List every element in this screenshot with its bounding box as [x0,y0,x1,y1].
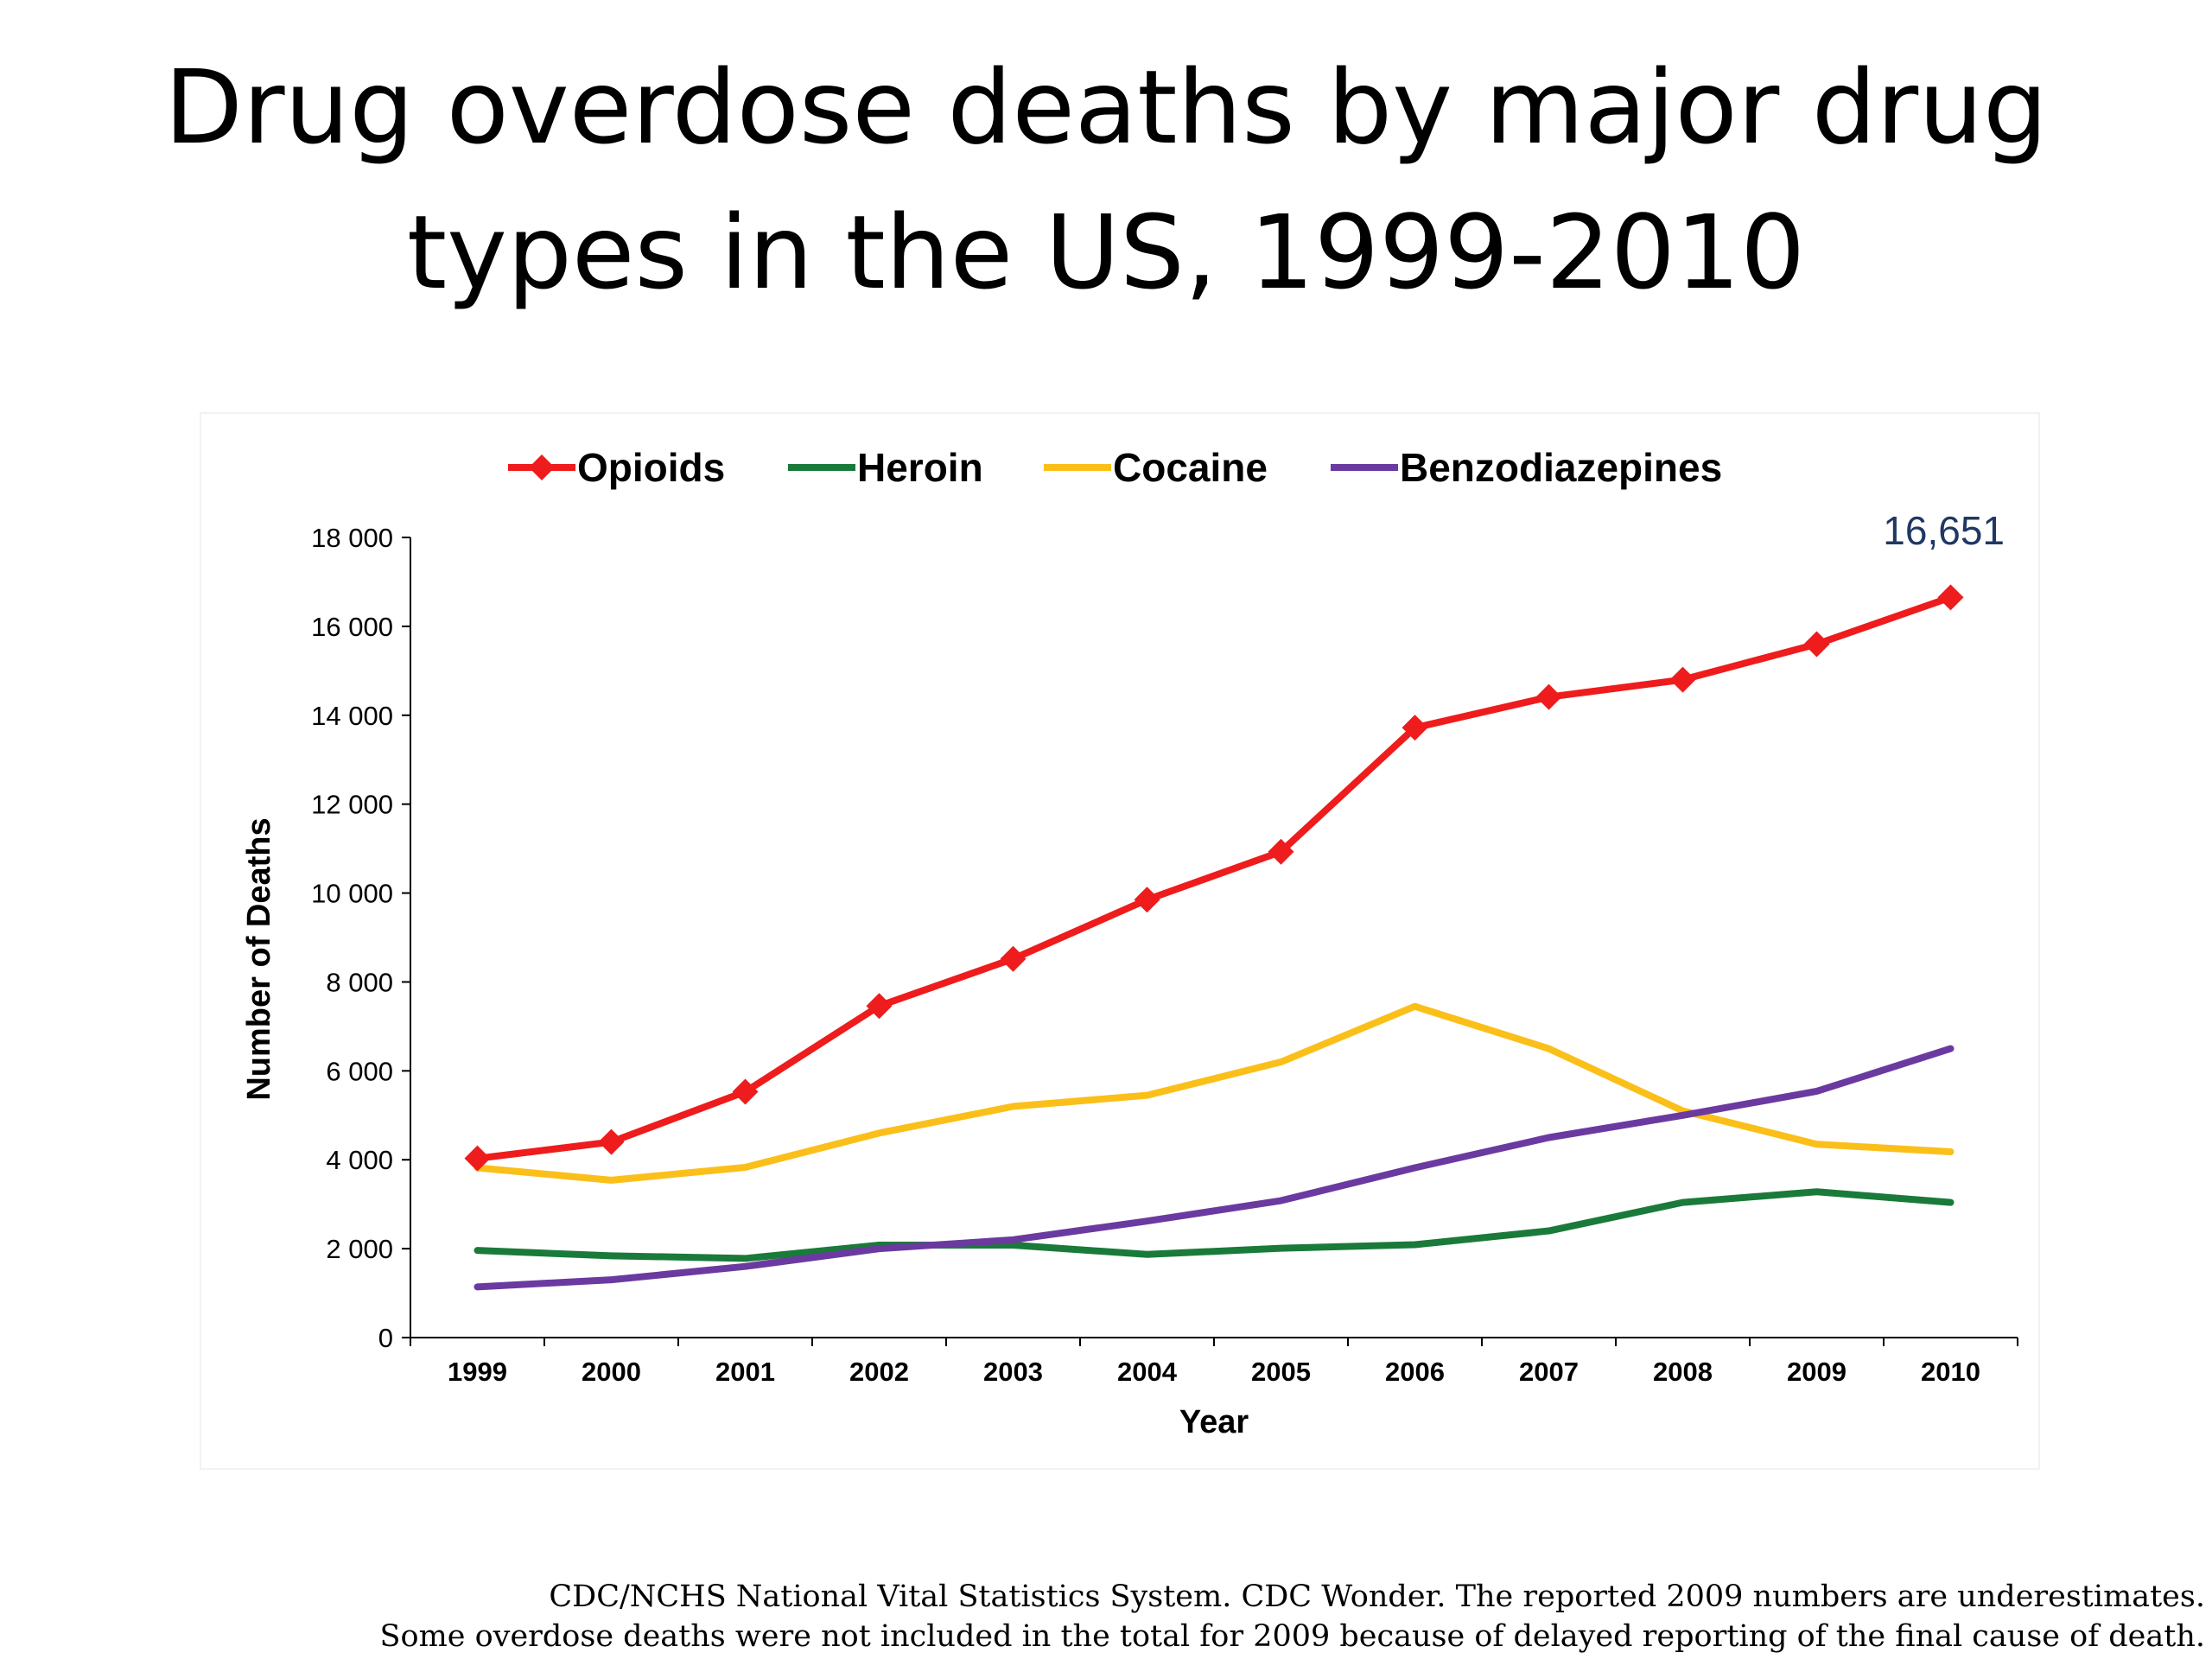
source-note-line-2: Some overdose deaths were not included i… [379,1619,2205,1654]
data-point-opioids [1937,584,1964,611]
series-line-opioids [474,594,1955,1162]
y-tick-label: 4 000 [326,1145,393,1175]
y-tick-label: 6 000 [326,1056,393,1086]
x-tick-label: 2004 [1117,1357,1178,1387]
y-tick-label: 12 000 [311,790,393,820]
x-tick-label: 2008 [1653,1357,1713,1387]
data-point-opioids [464,1145,491,1172]
y-tick-label: 14 000 [311,701,393,731]
x-axis: 1999 2000 2001 2002 2003 2004 2005 2006 2007 2008… [410,1337,2018,1440]
data-point-opioids [1803,631,1830,658]
chart-area-background [200,412,2040,1470]
x-tick-label: 1999 [448,1357,507,1387]
slide-title-line-2: types in the US, 1999-2010 [406,193,1806,312]
data-point-opioids [1268,838,1294,865]
legend-label-opioids: Opioids [577,445,725,490]
y-tick-label: 0 [378,1323,393,1353]
x-tick-label: 2007 [1519,1357,1579,1387]
x-tick-label: 2006 [1385,1357,1445,1387]
data-point-opioids [1134,887,1160,913]
legend-label-cocaine: Cocaine [1113,445,1268,490]
y-tick-label: 16 000 [311,612,393,642]
legend-label-heroin: Heroin [857,445,983,490]
data-point-opioids [1535,683,1562,710]
source-note-line-1: CDC/NCHS National Vital Statistics Syste… [549,1580,2205,1614]
data-point-opioids [732,1078,759,1105]
y-tick-label: 8 000 [326,967,393,997]
series-lines [464,584,1964,1291]
series-line-benzodiazepines [474,1045,1955,1291]
y-tick-label: 2 000 [326,1234,393,1264]
x-tick-label: 2001 [715,1357,775,1387]
series-line-cocaine [474,1002,1955,1184]
x-tick-label: 2005 [1251,1357,1311,1387]
x-tick-label: 2009 [1787,1357,1847,1387]
data-point-opioids [1669,666,1696,693]
y-tick-label: 10 000 [311,879,393,909]
x-tick-label: 2002 [849,1357,909,1387]
slide-title: Drug overdose deaths by major drug types… [0,35,2212,325]
legend-label-benzodiazepines: Benzodiazepines [1400,445,1722,490]
data-point-opioids [866,993,893,1020]
data-point-opioids [598,1128,625,1155]
slide-title-line-1: Drug overdose deaths by major drug [164,48,2048,167]
x-tick-label: 2000 [582,1357,641,1387]
y-tick-label: 18 000 [311,523,393,553]
x-axis-title: Year [1179,1404,1249,1440]
data-point-opioids [1402,715,1428,741]
y-axis-title: Number of Deaths [241,817,277,1100]
chart-annotations: 16,651 [1883,508,2005,553]
chart-legend: Opioids Heroin Cocaine Benzodiazepines [508,445,1722,490]
x-tick-label: 2003 [983,1357,1043,1387]
data-point-opioids [1000,945,1027,972]
series-line-heroin [474,1188,1955,1262]
data-label-opioids-2010: 16,651 [1883,508,2005,553]
y-axis: 0 2 000 4 000 6 000 8 000 10 000 12 000 14 000 1… [241,523,411,1353]
x-tick-label: 2010 [1921,1357,1980,1387]
legend-marker-opioids [529,454,555,480]
